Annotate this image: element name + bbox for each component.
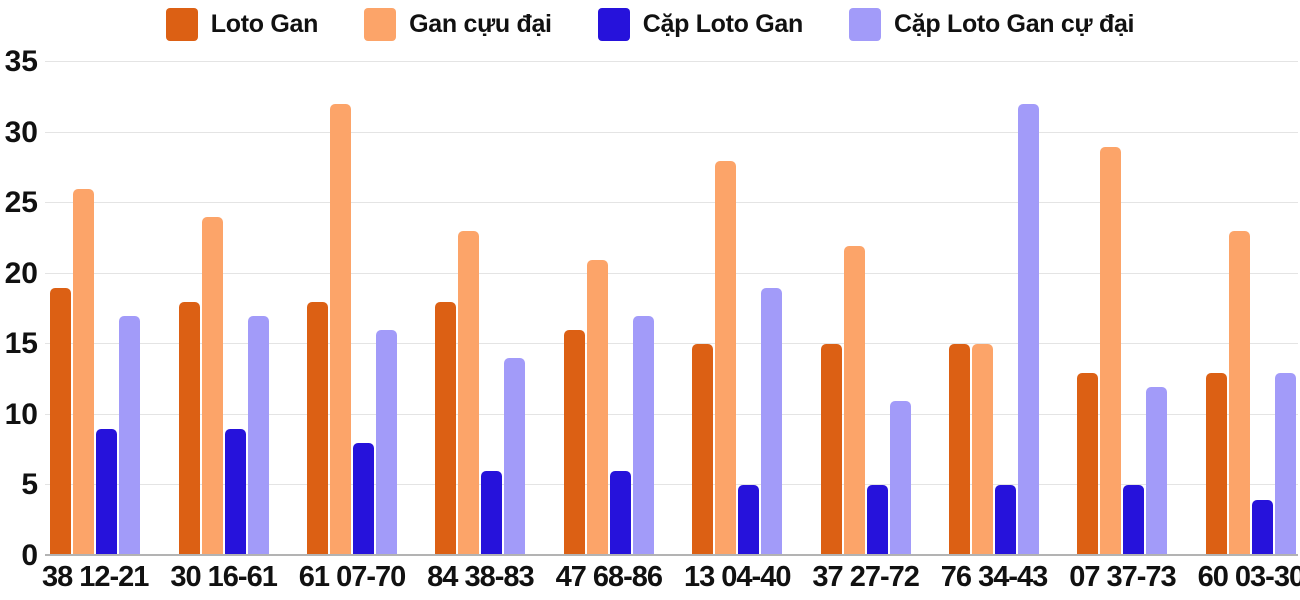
bar-group-4: 84 38-83: [416, 62, 544, 592]
bar-series-4-cat-1: [119, 316, 141, 556]
bar-group-9: 07 37-73: [1058, 62, 1186, 592]
bar-series-1-cat-3: [307, 301, 329, 556]
y-axis-tick-label: 10: [4, 397, 38, 431]
bar-series-4-cat-5: [632, 316, 654, 556]
x-axis-category-label: 30 16-61: [170, 561, 277, 593]
chart-legend: Loto Gan Gan cựu đại Cặp Loto Gan Cặp Loto …: [0, 8, 1300, 41]
gridline: [45, 131, 1298, 133]
y-axis-tick-label: 15: [4, 327, 38, 361]
x-axis-category-label: 13 04-40: [683, 561, 791, 593]
bar-series-1-cat-2: [178, 301, 200, 556]
x-axis-baseline: [45, 554, 1298, 556]
bar-series-4-cat-8: [1018, 104, 1040, 556]
legend-label: Gan cựu đại: [409, 10, 552, 38]
bar-series-2-cat-2: [201, 217, 223, 556]
bar-series-1-cat-8: [949, 344, 971, 556]
bar-series-3-cat-1: [96, 428, 118, 556]
legend-item-series-1[interactable]: Loto Gan: [165, 8, 319, 41]
bar-series-2-cat-1: [73, 189, 95, 556]
bar-series-2-cat-8: [972, 344, 994, 556]
bar-group-7: 37 27-72: [801, 62, 929, 592]
bar-series-4-cat-4: [504, 358, 526, 556]
legend-swatch-icon: [849, 8, 881, 41]
bar-group-10: 60 03-30: [1187, 62, 1300, 592]
bar-series-2-cat-9: [1100, 146, 1122, 556]
bar-series-3-cat-10: [1251, 499, 1273, 556]
legend-item-series-3[interactable]: Cặp Loto Gan: [597, 8, 804, 41]
bar-group-2: 30 16-61: [159, 62, 287, 592]
y-axis-tick-label: 35: [4, 45, 38, 78]
gridline: [45, 343, 1298, 345]
y-axis-tick-label: 25: [4, 186, 38, 220]
legend-label: Loto Gan: [210, 10, 319, 38]
y-axis-tick-label: 20: [4, 256, 38, 290]
gridline: [45, 61, 1298, 62]
bar-group-6: 13 04-40: [673, 62, 801, 592]
bar-series-1-cat-4: [435, 301, 457, 556]
bar-series-2-cat-3: [330, 104, 352, 556]
bar-series-3-cat-7: [866, 485, 888, 556]
x-axis-category-label: 61 07-70: [298, 561, 406, 593]
bar-series-1-cat-1: [50, 287, 72, 556]
x-axis-category-label: 38 12-21: [41, 561, 149, 593]
legend-item-series-4[interactable]: Cặp Loto Gan cự đại: [849, 8, 1135, 41]
y-axis-tick-label: 5: [21, 468, 38, 502]
x-axis-category-label: 60 03-30: [1197, 561, 1300, 593]
legend-label: Cặp Loto Gan: [642, 10, 804, 38]
bar-series-1-cat-10: [1205, 372, 1227, 556]
bar-group-1: 38 12-21: [31, 62, 159, 592]
bar-series-1-cat-7: [820, 344, 842, 556]
bar-group-3: 61 07-70: [288, 62, 416, 592]
x-axis-category-label: 84 38-83: [427, 561, 534, 593]
gridline: [45, 202, 1298, 204]
bar-series-4-cat-9: [1146, 386, 1168, 556]
legend-swatch-icon: [364, 8, 397, 41]
gridline: [45, 413, 1298, 415]
bar-series-3-cat-5: [609, 471, 631, 556]
bar-series-2-cat-7: [843, 245, 865, 556]
bar-series-1-cat-9: [1077, 372, 1099, 556]
bar-group-8: 76 34-43: [930, 62, 1058, 592]
bar-series-4-cat-10: [1274, 372, 1296, 556]
gridline: [45, 484, 1298, 486]
legend-label: Cặp Loto Gan cự đại: [894, 10, 1135, 38]
bar-series-3-cat-3: [353, 443, 375, 556]
bar-groups: 38 12-21 30 16-61 61 07-70 84 38-83 47 68-86…: [31, 62, 1300, 592]
x-axis-category-label: 47 68-86: [555, 561, 663, 593]
y-axis-tick-label: 0: [21, 539, 38, 572]
bar-series-4-cat-2: [247, 316, 269, 556]
x-axis-category-label: 76 34-43: [940, 561, 1048, 593]
x-axis-category-label: 07 37-73: [1069, 561, 1176, 593]
bar-series-3-cat-6: [738, 485, 760, 556]
x-axis-category-label: 37 27-72: [812, 561, 919, 593]
bar-series-2-cat-6: [715, 160, 737, 556]
bar-series-4-cat-3: [376, 330, 398, 556]
legend-swatch-icon: [165, 8, 198, 41]
bar-series-1-cat-6: [692, 344, 714, 556]
bar-series-3-cat-2: [224, 428, 246, 556]
bar-series-4-cat-7: [889, 400, 911, 556]
bar-series-1-cat-5: [563, 330, 585, 556]
legend-swatch-icon: [597, 8, 630, 41]
bar-series-3-cat-8: [995, 485, 1017, 556]
legend-item-series-2[interactable]: Gan cựu đại: [364, 8, 552, 41]
gridline: [45, 272, 1298, 274]
y-axis: 0 5 10 15 20 25 30 35: [0, 47, 38, 571]
plot-area: 38 12-21 30 16-61 61 07-70 84 38-83 47 68-86…: [42, 61, 1300, 592]
bar-series-4-cat-6: [761, 287, 783, 556]
bar-series-2-cat-10: [1228, 231, 1250, 556]
bar-series-3-cat-9: [1123, 485, 1145, 556]
y-axis-tick-label: 30: [4, 115, 38, 149]
bar-series-3-cat-4: [481, 471, 503, 556]
bar-series-2-cat-5: [586, 259, 608, 556]
bar-series-2-cat-4: [458, 231, 480, 556]
bar-group-5: 47 68-86: [545, 62, 673, 592]
